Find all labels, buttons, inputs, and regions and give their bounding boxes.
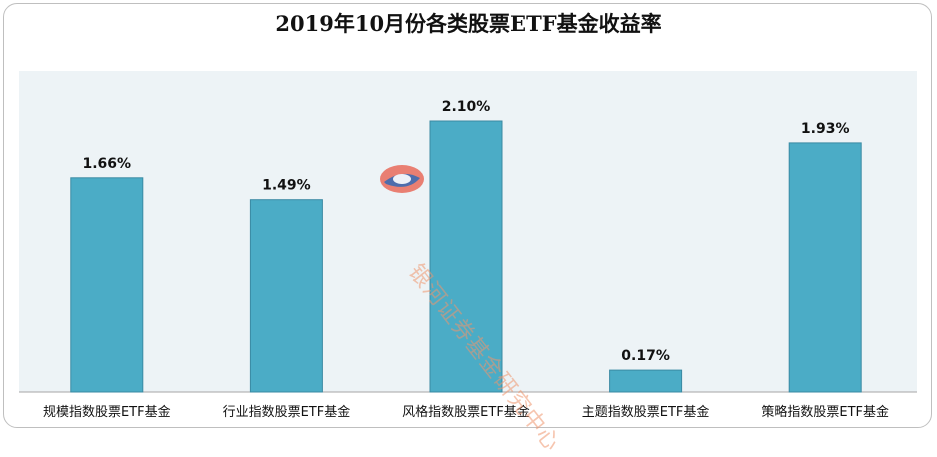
- category-label-3: 风格指数股票ETF基金: [402, 404, 530, 420]
- bar-2: [249, 199, 323, 393]
- bar-5: [788, 142, 862, 393]
- galaxy-logo-icon: [380, 165, 424, 193]
- value-label-2: 1.49%: [262, 178, 311, 194]
- chart-title: 2019年10月份各类股票ETF基金收益率: [275, 11, 662, 36]
- value-label-3: 2.10%: [442, 99, 491, 115]
- bar-3: [429, 120, 503, 393]
- category-label-5: 策略指数股票ETF基金: [761, 404, 889, 420]
- value-label-5: 1.93%: [801, 121, 850, 137]
- category-label-4: 主题指数股票ETF基金: [582, 404, 710, 420]
- bar-chart: 1.66% 规模指数股票ETF基金 1.49% 行业指数股票ETF基金 2.10% 风格指…: [19, 99, 917, 420]
- value-label-1: 1.66%: [83, 156, 132, 172]
- category-label-1: 规模指数股票ETF基金: [43, 404, 171, 420]
- category-label-2: 行业指数股票ETF基金: [223, 404, 351, 420]
- bar-4: [609, 369, 683, 393]
- value-label-4: 0.17%: [621, 348, 670, 364]
- bar-1: [70, 177, 144, 393]
